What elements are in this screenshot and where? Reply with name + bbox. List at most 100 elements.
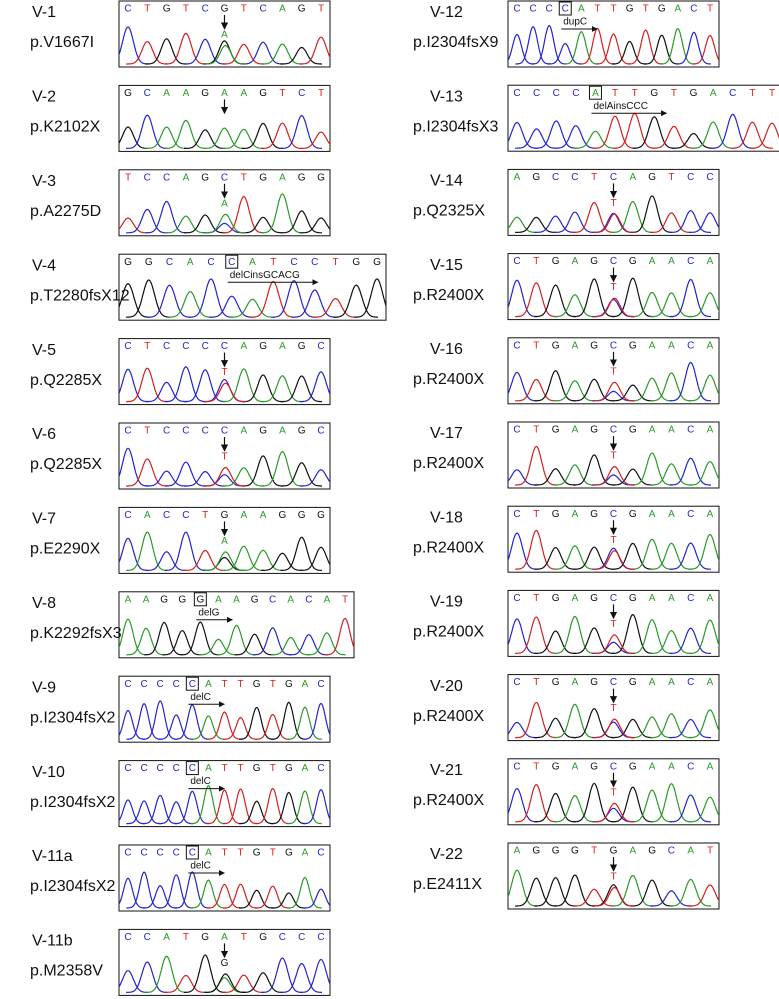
trace-peak	[333, 284, 379, 318]
trace-peak	[611, 786, 654, 823]
trace-peak	[750, 122, 779, 149]
base-call: T	[270, 257, 276, 268]
base-call: G	[253, 848, 261, 859]
trace-peak	[174, 704, 210, 740]
trace-peak	[573, 888, 615, 907]
trace-peak	[593, 718, 635, 739]
variant-id: V-17	[430, 425, 463, 442]
base-call: A	[710, 88, 717, 99]
panel-frame	[507, 253, 720, 321]
base-call: C	[553, 88, 560, 99]
base-call: C	[124, 763, 131, 774]
variant-id: V-11b	[32, 933, 73, 950]
trace-peak	[142, 885, 178, 909]
trace-peak	[164, 974, 207, 993]
trace-peak	[534, 215, 576, 233]
trace-peak	[261, 122, 303, 149]
base-call: C	[173, 679, 180, 690]
trace-peak	[611, 613, 654, 654]
base-call: C	[317, 426, 324, 437]
trace-peak	[508, 121, 538, 149]
base-call: C	[552, 172, 559, 183]
trace-peak	[126, 208, 168, 234]
trace-peak	[229, 298, 275, 318]
base-call: C	[513, 761, 520, 772]
base-call: G	[285, 763, 293, 774]
base-call: G	[317, 172, 325, 183]
base-call: A	[629, 846, 636, 857]
base-call: C	[610, 256, 617, 267]
trace-peak	[144, 621, 184, 656]
base-call: A	[572, 761, 579, 772]
trace-peak	[508, 371, 538, 402]
panel-frame	[118, 422, 331, 490]
trace-peak	[688, 884, 719, 907]
base-call: C	[182, 510, 189, 521]
trace-peak	[126, 800, 161, 825]
base-call: T	[144, 4, 150, 15]
panel-frame	[118, 506, 331, 574]
base-call: C	[513, 340, 520, 351]
trace-peak	[669, 878, 711, 907]
trace-peak	[592, 298, 634, 318]
base-call: G	[196, 594, 204, 605]
trace-peak	[145, 551, 187, 571]
base-call: T	[707, 4, 713, 15]
base-call: C	[228, 257, 235, 268]
base-call: G	[690, 88, 698, 99]
trace-peak	[252, 627, 292, 656]
base-call: C	[124, 426, 131, 437]
base-call: T	[533, 340, 539, 351]
alt-base: T	[610, 198, 616, 209]
protein-change: p.R2400X	[413, 708, 484, 725]
base-call: G	[629, 761, 637, 772]
base-call: G	[552, 509, 560, 520]
trace-peak	[288, 634, 328, 656]
base-call: C	[513, 88, 520, 99]
base-call: C	[610, 677, 617, 688]
trace-peak	[280, 536, 323, 571]
trace-peak	[534, 630, 576, 654]
trace-peak	[573, 278, 615, 318]
base-call: C	[610, 761, 617, 772]
base-call: T	[202, 510, 208, 521]
base-call: A	[183, 172, 190, 183]
base-call: G	[201, 172, 209, 183]
base-call: T	[668, 172, 674, 183]
alt-base: A	[221, 536, 228, 547]
alt-base: A	[221, 30, 228, 41]
base-call: T	[533, 761, 539, 772]
trace-peak	[508, 532, 538, 570]
trace-peak	[270, 636, 310, 656]
protein-change: p.K2292fsX3	[30, 625, 122, 642]
base-call: G	[532, 846, 540, 857]
base-call: A	[324, 594, 331, 605]
panel-frame	[118, 591, 355, 659]
trace-peak	[280, 114, 323, 149]
base-call: G	[552, 340, 560, 351]
base-call: T	[221, 848, 227, 859]
trace-peak	[553, 380, 596, 402]
trace-peak	[204, 44, 246, 65]
base-call: G	[352, 257, 360, 268]
trace-peak	[534, 792, 576, 823]
alt-base: T	[610, 787, 616, 798]
base-call: C	[706, 172, 713, 183]
trace-peak	[508, 869, 538, 907]
panel-frame	[507, 505, 720, 573]
trace-peak	[126, 40, 168, 65]
base-call: G	[124, 88, 132, 99]
trace-peak	[630, 879, 673, 907]
base-call: T	[270, 763, 276, 774]
base-call: C	[687, 509, 694, 520]
trace-peak	[515, 128, 558, 149]
base-call: C	[317, 763, 324, 774]
base-call: A	[707, 509, 714, 520]
alt-base: T	[610, 366, 616, 377]
base-call: A	[125, 594, 132, 605]
trace-peak	[208, 295, 254, 318]
base-call: C	[166, 257, 173, 268]
trace-peak	[688, 709, 719, 739]
